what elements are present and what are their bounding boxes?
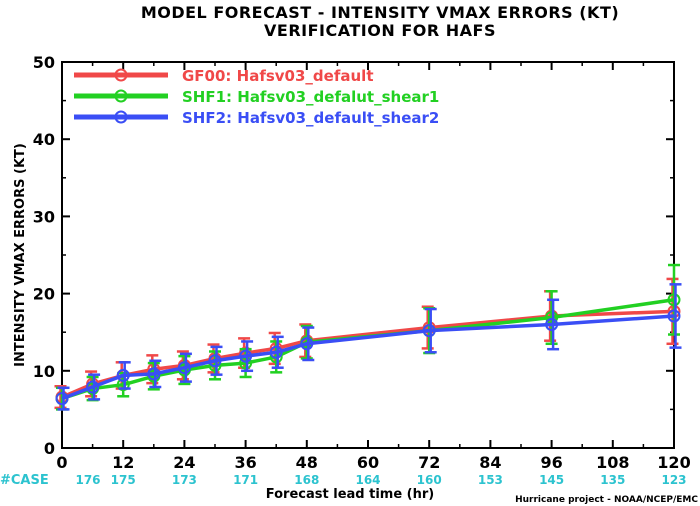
series-3 (55, 283, 682, 411)
x-tick-label: 84 (479, 453, 501, 472)
data-point (300, 337, 314, 351)
y-tick-label: 0 (44, 439, 55, 458)
case-count: 160 (417, 473, 442, 487)
x-tick-label: 24 (173, 453, 195, 472)
x-tick-label: 12 (112, 453, 134, 472)
data-point (667, 309, 681, 323)
data-point (86, 380, 100, 394)
data-point (422, 324, 436, 338)
y-tick-label: 20 (33, 285, 55, 304)
case-count: 123 (661, 473, 686, 487)
x-tick-label: 48 (296, 453, 318, 472)
x-tick-label: 36 (234, 453, 256, 472)
data-point (55, 392, 69, 406)
y-tick-label: 30 (33, 207, 55, 226)
case-counts: 176 175 173 171 168 164 160 153 145 135 123 (75, 473, 686, 487)
legend-swatch-marker (114, 110, 128, 124)
case-count: 153 (478, 473, 503, 487)
x-tick-label: 60 (357, 453, 379, 472)
credit-text: Hurricane project - NOAA/NCEP/EMC (515, 495, 698, 505)
x-axis-label: Forecast lead time (hr) (266, 487, 434, 502)
case-count-title: #CASE (0, 473, 49, 488)
case-count: 176 (75, 473, 100, 487)
data-point (116, 368, 130, 382)
data-point (177, 361, 191, 375)
x-tick-label: 108 (596, 453, 629, 472)
data-point (239, 349, 253, 363)
x-tick-label: 120 (657, 453, 690, 472)
legend-label: GF00: Hafsv03_default (182, 67, 373, 85)
x-tick-label: 72 (418, 453, 440, 472)
data-point (147, 367, 161, 381)
y-tick-label: 50 (33, 53, 55, 72)
case-count: 164 (355, 473, 380, 487)
y-axis-label: INTENSITY VMAX ERRORS (KT) (13, 143, 28, 367)
data-point (667, 293, 681, 307)
legend-swatch-marker (114, 68, 128, 82)
series-layer (54, 263, 682, 411)
case-count: 175 (111, 473, 136, 487)
case-count: 171 (233, 473, 258, 487)
case-count: 173 (172, 473, 197, 487)
case-count: 145 (539, 473, 564, 487)
data-point (208, 354, 222, 368)
x-axis: 0 12 24 36 48 60 72 84 96 108 120 (56, 62, 691, 472)
case-count: 168 (294, 473, 319, 487)
legend-label: SHF1: Hafsv03_defalut_shear1 (182, 88, 439, 106)
y-tick-label: 10 (33, 362, 55, 381)
legend: GF00: Hafsv03_default SHF1: Hafsv03_defal… (74, 67, 439, 127)
data-point (269, 345, 283, 359)
data-point (545, 317, 559, 331)
x-tick-label: 96 (540, 453, 562, 472)
chart-subtitle: VERIFICATION FOR HAFS (264, 21, 496, 40)
legend-swatch-marker (114, 89, 128, 103)
y-tick-label: 40 (33, 130, 55, 149)
x-tick-label: 0 (56, 453, 67, 472)
legend-label: SHF2: Hafsv03_default_shear2 (182, 109, 439, 127)
case-count: 135 (600, 473, 625, 487)
chart-title: MODEL FORECAST - INTENSITY VMAX ERRORS (… (141, 3, 619, 22)
data-point (116, 378, 130, 392)
